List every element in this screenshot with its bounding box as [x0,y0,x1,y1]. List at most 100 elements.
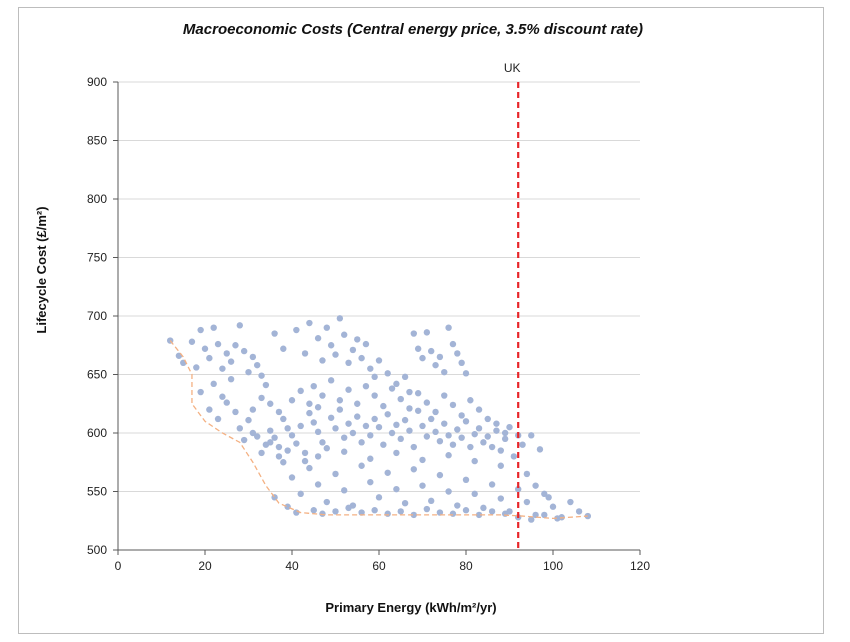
scatter-point [384,510,391,517]
y-tick-labels: 500 550 600 650 700 750 800 850 900 [87,75,107,557]
scatter-point [397,395,404,403]
scatter-point [227,375,235,383]
scatter-point [406,405,413,412]
scatter-point [523,498,531,506]
scatter-point [332,425,339,432]
scatter-point [232,408,239,416]
scatter-point [467,443,474,451]
scatter-point [471,430,478,438]
scatter-point [301,457,309,465]
scatter-point [493,420,500,427]
scatter-point [306,400,313,407]
scatter-point [375,494,383,501]
scatter-point [488,508,496,515]
scatter-point [414,407,422,414]
scatter-point [436,437,444,445]
scatter-point [358,354,365,362]
scatter-point [484,433,491,440]
scatter-point [428,497,435,505]
scatter-point [301,449,309,457]
scatter-point [414,345,422,352]
scatter-point [449,441,457,448]
scatter-point [314,481,322,488]
scatter-point [284,447,291,454]
y-axis-label: Lifecycle Cost (£/m²) [34,206,49,333]
y-tick-label: 900 [87,75,107,89]
scatter-point [245,368,252,376]
scatter-point [258,394,265,402]
scatter-point [375,357,383,364]
pareto-front-line [169,340,588,520]
scatter-point [210,324,217,331]
scatter-point [441,392,448,399]
scatter-point [358,509,365,516]
scatter-point [327,414,335,421]
scatter-point [332,351,339,358]
scatter-point [367,478,374,486]
scatter-point [567,498,574,506]
y-tick-label: 850 [87,134,107,148]
scatter-point [384,411,391,418]
scatter-point [210,380,217,388]
scatter-point [345,504,352,512]
scatter-point [193,364,200,371]
scatter-point [454,350,461,357]
scatter-point [488,481,496,488]
scatter-point [397,435,404,443]
scatter-point [419,354,426,362]
scatter-point [475,406,483,413]
scatter-point [367,432,374,439]
scatter-point [197,326,204,334]
x-axis-label: Primary Energy (kWh/m²/yr) [325,600,496,615]
scatter-point [258,449,265,457]
scatter-point [397,508,404,515]
scatter-point [393,485,400,493]
y-tick-label: 550 [87,485,107,499]
scatter-point [380,441,387,448]
uk-reference-label: UK [504,61,521,75]
scatter-point [310,383,317,390]
scatter-point [306,409,313,417]
scatter-point [319,439,326,446]
axes [113,81,641,555]
scatter-point [319,357,326,364]
scatter-point [519,441,526,448]
scatter-point [267,439,274,446]
scatter-point [384,370,391,377]
y-tick-label: 500 [87,543,107,557]
scatter-point [240,436,248,444]
scatter-point [354,336,361,343]
scatter-point [236,322,243,329]
scatter-point [227,358,235,365]
scatter-point [288,474,296,481]
scatter-point [436,509,444,516]
scatter-point [393,421,400,429]
data-points [167,315,591,523]
x-tick-label: 80 [459,559,473,573]
scatter-point [467,397,474,404]
scatter-point [319,392,326,399]
scatter-point [523,470,531,478]
scatter-point [293,326,300,334]
scatter-point [367,365,374,372]
scatter-point [188,338,196,345]
scatter-point [388,385,396,392]
scatter-point [223,399,230,406]
scatter-point [240,347,248,355]
scatter-point [341,448,348,455]
scatter-point [532,511,539,519]
y-tick-label: 700 [87,309,107,323]
scatter-point [280,415,287,423]
scatter-point [219,393,226,400]
scatter-point [441,420,448,427]
scatter-point [528,432,535,439]
scatter-point [506,423,513,431]
y-tick-label: 750 [87,251,107,265]
scatter-point [297,387,304,395]
scatter-point [445,324,452,331]
scatter-point [458,434,465,441]
x-tick-label: 40 [285,559,299,573]
scatter-point [401,373,409,381]
scatter-point [293,440,300,447]
scatter-point [462,418,470,425]
